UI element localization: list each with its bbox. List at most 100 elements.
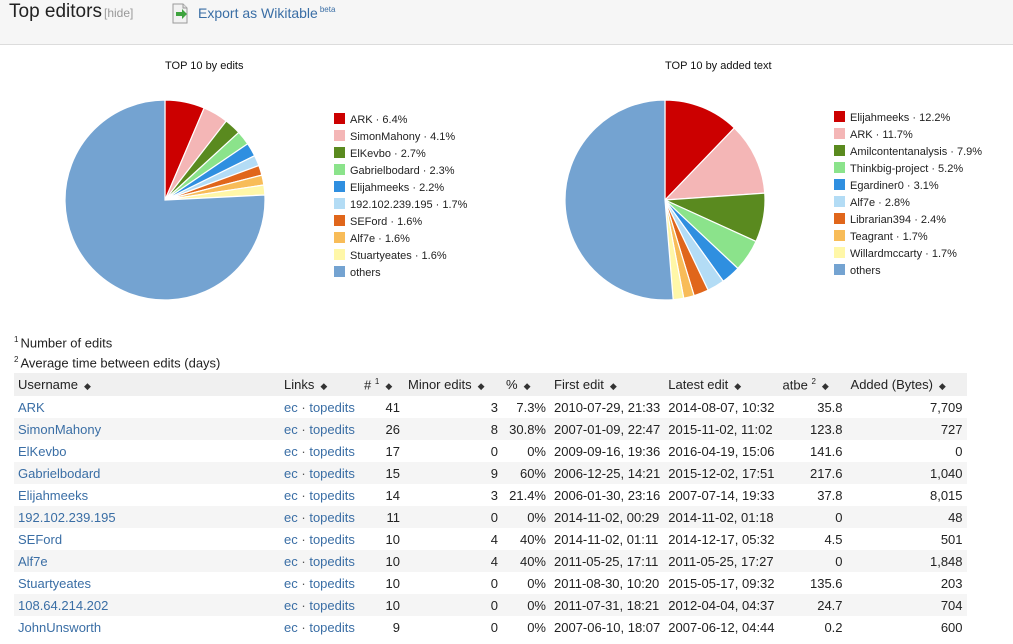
ec-link[interactable]: ec (284, 399, 298, 415)
section-title: Top editors (9, 1, 102, 22)
section-header: Top editors [hide] Export as Wikitable be… (0, 0, 1013, 45)
topedits-link[interactable]: topedits (309, 443, 355, 459)
atbe-value: 123.8 (778, 418, 847, 440)
ec-link[interactable]: ec (284, 553, 298, 569)
col-atbe[interactable]: atbe 2 ◆ (778, 373, 847, 396)
legend-label: Elijahmeeks · 2.2% (350, 182, 445, 194)
username-link[interactable]: SimonMahony (14, 418, 280, 440)
legend-item: ElKevbo · 2.7% (334, 146, 467, 163)
hide-toggle[interactable]: [hide] (104, 6, 134, 20)
link-separator: · (301, 619, 306, 635)
legend-label: Alf7e · 2.8% (850, 197, 910, 209)
username-link[interactable]: Stuartyeates (18, 575, 91, 591)
latest-edit-date: 2014-11-02, 01:18 (664, 506, 779, 528)
atbe-value: 0.2 (824, 619, 843, 635)
first-edit-date: 2007-06-10, 18:07 (554, 619, 661, 635)
ec-link[interactable]: ec (284, 487, 298, 503)
table-row: Alf7e ec · topedits 10 4 40% 2011-05-25, 17:1… (14, 550, 967, 572)
minor-edits-count: 9 (404, 462, 502, 484)
topedits-link[interactable]: topedits (309, 531, 355, 547)
legend-swatch (334, 198, 345, 209)
ec-link[interactable]: ec (284, 509, 298, 525)
username-link[interactable]: Elijahmeeks (18, 487, 89, 503)
col-links[interactable]: Links ◆ (280, 373, 360, 396)
legend-edits: ARK · 6.4% SimonMahony · 4.1% ElKevbo · 2.… (334, 112, 467, 282)
first-edit-date: 2014-11-02, 00:29 (550, 506, 665, 528)
ec-link[interactable]: ec (284, 597, 298, 613)
minor-percent: 30.8% (502, 418, 550, 440)
ec-link[interactable]: ec (284, 575, 298, 591)
pie-slice (664, 99, 736, 202)
username-link[interactable]: ElKevbo (18, 443, 67, 459)
col-first-edit[interactable]: First edit ◆ (550, 373, 665, 396)
topedits-link[interactable]: topedits (309, 619, 355, 635)
legend-item: 192.102.239.195 · 1.7% (334, 197, 467, 214)
legend-label: ElKevbo · 2.7% (350, 148, 426, 160)
username-link[interactable]: 192.102.239.195 (14, 506, 280, 528)
username-link[interactable]: SEFord (18, 531, 63, 547)
topedits-link[interactable]: topedits (309, 597, 355, 613)
col-minor-edits[interactable]: Minor edits ◆ (404, 373, 502, 396)
topedits-link[interactable]: topedits (309, 421, 355, 437)
minor-percent: 0% (502, 594, 550, 616)
topedits-link[interactable]: topedits (309, 487, 355, 503)
username-link[interactable]: ARK (18, 399, 45, 415)
legend-label: Stuartyeates · 1.6% (350, 250, 447, 262)
ec-link[interactable]: ec (284, 531, 298, 547)
topedits-link[interactable]: topedits (309, 509, 355, 525)
minor-edits-count: 0 (490, 575, 498, 591)
links-cell: ec · topedits (280, 462, 360, 484)
pie-slice (564, 99, 674, 301)
hide-link[interactable]: hide (107, 6, 131, 20)
table-row: 192.102.239.195 ec · topedits 11 0 0% 2014-11… (14, 506, 967, 528)
ec-link[interactable]: ec (284, 443, 298, 459)
sort-icon: ◆ (734, 381, 742, 391)
link-separator: · (301, 575, 306, 591)
export-icon[interactable] (171, 3, 189, 24)
col-edit-count[interactable]: # 1 ◆ (360, 373, 404, 396)
links-cell: ec · topedits (280, 528, 360, 550)
legend-label: SimonMahony · 4.1% (350, 131, 456, 143)
username-link[interactable]: Gabrielbodard (14, 462, 280, 484)
added-bytes: 48 (846, 506, 967, 528)
username-link[interactable]: JohnUnsworth (18, 619, 102, 635)
ec-link[interactable]: ec (284, 421, 298, 437)
latest-edit-date: 2014-08-07, 10:32 (668, 399, 775, 415)
minor-edits-count: 3 (490, 487, 498, 503)
footnote-1: 1 Number of edits (14, 335, 113, 351)
legend-swatch (834, 179, 845, 190)
topedits-link[interactable]: topedits (309, 399, 355, 415)
legend-label: others (850, 265, 881, 277)
edit-count: 41 (385, 399, 400, 415)
legend-label: ARK · 6.4% (350, 114, 408, 126)
topedits-link[interactable]: topedits (309, 575, 355, 591)
topedits-link[interactable]: topedits (309, 553, 355, 569)
added-bytes: 0 (955, 443, 963, 459)
legend-label: Egardiner0 · 3.1% (850, 180, 939, 192)
latest-edit-date: 2007-06-12, 04:44 (668, 619, 775, 635)
topedits-link[interactable]: topedits (309, 465, 355, 481)
export-wikitable-link[interactable]: Export as Wikitable beta (198, 5, 335, 21)
table-header-row: Username ◆ Links ◆ # 1 ◆ Minor edits ◆ % ◆ Fi… (14, 373, 967, 396)
legend-label: Librarian394 · 2.4% (850, 214, 947, 226)
ec-link[interactable]: ec (284, 465, 298, 481)
username-link[interactable]: 108.64.214.202 (14, 594, 280, 616)
legend-label: others (350, 267, 381, 279)
edit-count: 26 (360, 418, 404, 440)
table-row: Stuartyeates ec · topedits 10 0 0% 2011-08-30… (14, 572, 967, 594)
legend-item: Elijahmeeks · 12.2% (834, 110, 982, 127)
minor-percent: 21.4% (509, 487, 546, 503)
legend-swatch (334, 266, 345, 277)
col-latest-edit[interactable]: Latest edit ◆ (664, 373, 779, 396)
col-username[interactable]: Username ◆ (14, 373, 280, 396)
minor-percent: 0% (527, 443, 546, 459)
minor-edits-count: 0 (404, 506, 502, 528)
export-label[interactable]: Export as Wikitable (198, 5, 318, 21)
added-bytes: 203 (940, 575, 963, 591)
col-percent[interactable]: % ◆ (502, 373, 550, 396)
minor-percent: 0% (527, 575, 546, 591)
ec-link[interactable]: ec (284, 619, 298, 635)
legend-item: ARK · 6.4% (334, 112, 467, 129)
username-link[interactable]: Alf7e (14, 550, 280, 572)
col-added-bytes[interactable]: Added (Bytes) ◆ (846, 373, 967, 396)
